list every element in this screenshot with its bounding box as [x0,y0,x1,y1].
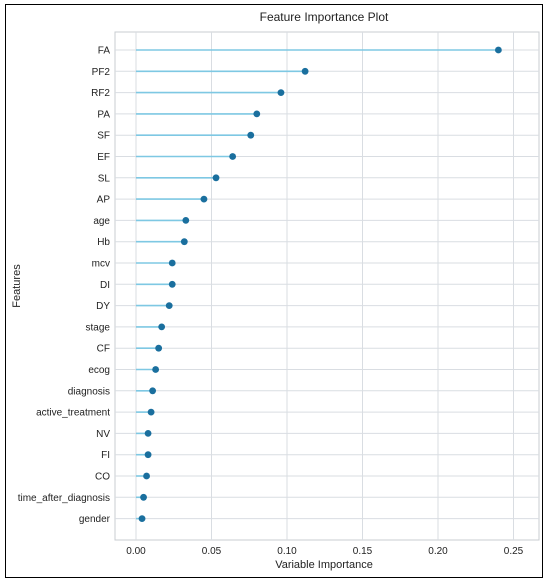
x-tick-label: 0.10 [277,546,297,557]
lollipop-point [147,408,155,416]
y-tick-label: SF [97,131,110,142]
lollipop-point [247,131,255,139]
y-axis: FA PF2 RF2 PA SF EF SL AP age Hb mcv DI DY stage CF eco… [18,46,111,526]
lollipop-point [158,323,166,331]
x-tick-label: 0.25 [504,546,524,557]
x-tick-label: 0.05 [202,546,222,557]
x-tick-label: 0.20 [428,546,448,557]
y-tick-label: DI [100,280,110,291]
lollipop-point [140,493,147,501]
lollipop-point [144,430,152,437]
y-tick-label: Hb [97,237,110,248]
x-axis: 0.00 0.05 0.10 0.15 0.20 0.25 [126,546,523,557]
lollipop-point [143,472,150,480]
lollipop-point [229,153,237,160]
lollipop-point [182,217,190,224]
lollipop-point [144,451,152,459]
y-tick-label: mcv [92,259,110,270]
lollipop-point [277,89,285,96]
y-tick-label: FI [101,450,110,461]
y-tick-label: CF [97,344,110,355]
lollipop-point [168,280,176,288]
x-axis-title: Variable Importance [275,559,373,571]
lollipop-series [136,46,502,522]
chart-title: Feature Importance Plot [260,10,389,24]
y-tick-label: DY [96,301,110,312]
y-axis-title: Features [11,264,23,308]
x-tick-label: 0.15 [353,546,373,557]
plot-area [114,31,540,541]
lollipop-point [200,195,208,203]
y-tick-label: PF2 [92,67,111,78]
lollipop-point [149,387,157,395]
lollipop-point [180,238,188,246]
y-tick-label: RF2 [91,88,110,99]
lollipop-point [253,110,261,118]
x-tick-label: 0.00 [126,546,146,557]
y-tick-label: FA [98,46,111,57]
y-tick-label: SL [98,173,111,184]
lollipop-point [212,174,220,182]
lollipop-point [168,259,176,267]
y-tick-label: age [93,216,110,227]
y-tick-label: diagnosis [68,386,110,397]
y-tick-label: ecog [88,365,110,376]
y-tick-label: active_treatment [36,408,110,419]
y-tick-label: NV [96,429,110,440]
chart-frame [5,4,543,578]
y-tick-label: stage [86,322,111,333]
y-tick-label: AP [97,195,111,206]
y-tick-label: gender [79,514,111,525]
lollipop-point [495,46,502,54]
lollipop-point [152,366,160,373]
y-tick-label: PA [97,109,110,120]
y-tick-label: time_after_diagnosis [18,493,110,504]
lollipop-point [138,515,146,522]
lollipop-point [155,344,163,352]
lollipop-point [165,302,173,309]
y-tick-label: CO [95,472,110,483]
lollipop-point [301,67,309,75]
y-tick-label: EF [97,152,110,163]
